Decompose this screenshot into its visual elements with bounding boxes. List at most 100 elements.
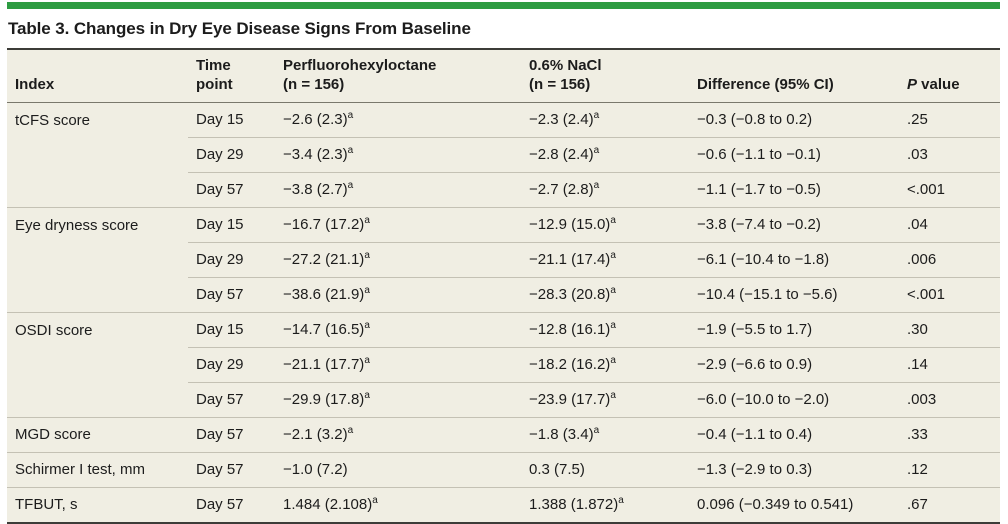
- perfluorohexyloctane-cell: −21.1 (17.7)a: [275, 347, 521, 383]
- nacl-cell: −2.7 (2.8)a: [521, 172, 689, 208]
- perfluorohexyloctane-cell: −29.9 (17.8)a: [275, 382, 521, 418]
- nacl-cell: −1.8 (3.4)a: [521, 417, 689, 453]
- time-point-cell: Day 57: [188, 452, 275, 488]
- table-row: Day 29 −27.2 (21.1)a −21.1 (17.4)a −6.1 (−1…: [7, 242, 1000, 278]
- p-value-cell: <.001: [899, 277, 1000, 313]
- table-row: Day 57 −38.6 (21.9)a −28.3 (20.8)a −10.4 (−…: [7, 277, 1000, 313]
- table-row: Day 57 −3.8 (2.7)a −2.7 (2.8)a −1.1 (−1.7 t…: [7, 172, 1000, 208]
- p-rest: value: [917, 76, 960, 93]
- perfluorohexyloctane-cell: −2.6 (2.3)a: [283, 110, 354, 129]
- header-nacl-line2: (n = 156): [529, 76, 591, 93]
- time-point-cell: Day 15: [188, 312, 275, 348]
- p-value-cell: .14: [899, 347, 1000, 383]
- index-cell: tCFS score: [15, 111, 91, 129]
- index-cell: [7, 348, 188, 383]
- nacl-cell: −12.9 (15.0)a: [521, 207, 689, 243]
- footnote-marker: a: [610, 285, 616, 296]
- nacl-cell: −21.1 (17.4)a: [521, 242, 689, 278]
- footnote-marker: a: [347, 110, 354, 121]
- footnote-marker: a: [610, 250, 616, 261]
- footnote-marker: a: [347, 425, 354, 436]
- index-cell: [7, 243, 188, 278]
- table-row: Day 57 −29.9 (17.8)a −23.9 (17.7)a −6.0 (−1…: [7, 382, 1000, 418]
- footnote-marker: a: [618, 495, 624, 506]
- difference-cell: −6.1 (−10.4 to −1.8): [689, 242, 899, 278]
- time-point-cell: Day 29: [188, 242, 275, 278]
- table-row: Day 29 −3.4 (2.3)a −2.8 (2.4)a −0.6 (−1.1 t…: [7, 137, 1000, 173]
- footnote-marker: a: [364, 355, 370, 366]
- footnote-marker: a: [347, 180, 354, 191]
- nacl-cell: −18.2 (16.2)a: [521, 347, 689, 383]
- time-point-cell: Day 57: [188, 487, 275, 523]
- index-cell: [7, 173, 188, 208]
- p-value-cell: .006: [899, 242, 1000, 278]
- header-difference: Difference (95% CI): [689, 50, 899, 103]
- header-nacl-line1: 0.6% NaCl: [529, 57, 602, 74]
- index-cell: Schirmer I test, mm: [7, 452, 188, 488]
- perfluorohexyloctane-cell: −27.2 (21.1)a: [275, 242, 521, 278]
- time-point-cell: Day 15: [196, 111, 244, 128]
- table-row: tCFS score Day 15 −2.6 (2.3)a −2.3 (2.4)a −0…: [7, 103, 1000, 138]
- dry-eye-signs-table: Index Time point Perfluorohexyloctane (n…: [7, 50, 1000, 524]
- footnote-marker: a: [593, 425, 600, 436]
- p-value-cell: .003: [899, 382, 1000, 418]
- difference-cell: −0.6 (−1.1 to −0.1): [689, 137, 899, 173]
- table-row: TFBUT, s Day 57 1.484 (2.108)a 1.388 (1.872…: [7, 487, 1000, 523]
- footnote-marker: a: [593, 180, 600, 191]
- header-index: Index: [7, 50, 188, 103]
- time-point-cell: Day 57: [188, 382, 275, 418]
- perfluorohexyloctane-cell: −2.1 (3.2)a: [275, 417, 521, 453]
- table-row: Eye dryness score Day 15 −16.7 (17.2)a −12.…: [7, 207, 1000, 243]
- perfluorohexyloctane-cell: −14.7 (16.5)a: [275, 312, 521, 348]
- difference-cell: −1.1 (−1.7 to −0.5): [689, 172, 899, 208]
- table-title: Table 3. Changes in Dry Eye Disease Sign…: [8, 19, 471, 38]
- header-row: Index Time point Perfluorohexyloctane (n…: [7, 50, 1000, 103]
- nacl-cell: 0.3 (7.5): [521, 452, 689, 488]
- p-value-cell: <.001: [899, 172, 1000, 208]
- time-point-cell: Day 29: [188, 137, 275, 173]
- nacl-cell: −23.9 (17.7)a: [521, 382, 689, 418]
- difference-cell: 0.096 (−0.349 to 0.541): [689, 487, 899, 523]
- footnote-marker: a: [347, 145, 354, 156]
- table-row: Schirmer I test, mm Day 57 −1.0 (7.2) 0.3 (…: [7, 452, 1000, 488]
- perfluorohexyloctane-cell: −38.6 (21.9)a: [275, 277, 521, 313]
- difference-cell: −0.3 (−0.8 to 0.2): [697, 111, 813, 128]
- header-index-label: Index: [15, 76, 55, 93]
- footnote-marker: a: [372, 495, 378, 506]
- perfluorohexyloctane-cell: 1.484 (2.108)a: [275, 487, 521, 523]
- difference-cell: −2.9 (−6.6 to 0.9): [689, 347, 899, 383]
- header-p-value: P value: [899, 50, 1000, 103]
- p-value-cell: .04: [899, 207, 1000, 243]
- p-value-cell: .67: [899, 487, 1000, 523]
- header-perfluorohexyloctane: Perfluorohexyloctane (n = 156): [275, 50, 521, 103]
- time-point-cell: Day 15: [188, 207, 275, 243]
- p-value-cell: .03: [899, 137, 1000, 173]
- footnote-marker: a: [364, 215, 370, 226]
- index-cell: TFBUT, s: [7, 487, 188, 523]
- footnote-marker: a: [364, 390, 370, 401]
- perfluorohexyloctane-cell: −3.8 (2.7)a: [275, 172, 521, 208]
- nacl-cell: 1.388 (1.872)a: [521, 487, 689, 523]
- nacl-cell: −2.3 (2.4)a: [529, 110, 600, 129]
- header-time-line2: point: [196, 76, 233, 93]
- index-cell: [7, 278, 188, 313]
- time-point-cell: Day 57: [188, 277, 275, 313]
- footnote-marker: a: [610, 390, 616, 401]
- nacl-cell: −2.8 (2.4)a: [521, 137, 689, 173]
- p-value-cell: .25: [907, 111, 928, 128]
- nacl-cell: −12.8 (16.1)a: [521, 312, 689, 348]
- footnote-marker: a: [593, 110, 600, 121]
- footnote-marker: a: [610, 215, 616, 226]
- footnote-marker: a: [610, 355, 616, 366]
- index-cell: Eye dryness score: [7, 207, 188, 243]
- p-value-cell: .12: [899, 452, 1000, 488]
- table-row: Day 29 −21.1 (17.7)a −18.2 (16.2)a −2.9 (−6…: [7, 347, 1000, 383]
- header-p-value-label: P value: [907, 75, 992, 94]
- nacl-cell: −28.3 (20.8)a: [521, 277, 689, 313]
- accent-bar: [7, 2, 1000, 9]
- time-point-cell: Day 57: [188, 172, 275, 208]
- difference-cell: −10.4 (−15.1 to −5.6): [689, 277, 899, 313]
- header-drug-line2: (n = 156): [283, 76, 345, 93]
- p-italic: P: [907, 76, 918, 93]
- header-nacl: 0.6% NaCl (n = 156): [521, 50, 689, 103]
